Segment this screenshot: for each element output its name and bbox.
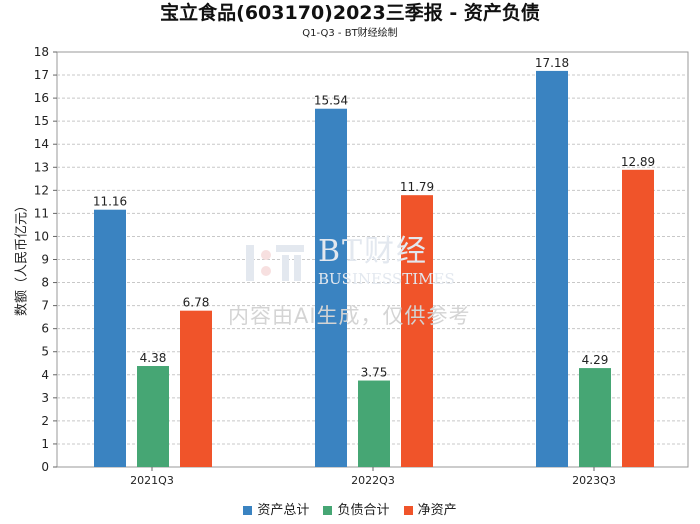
- data-label: 6.78: [183, 296, 210, 310]
- watermark-notice: 内容由AI生成，仅供参考: [228, 304, 471, 328]
- watermark-brand-en: BUSINESSTIMES: [318, 270, 455, 288]
- data-label: 17.18: [535, 56, 569, 70]
- legend-swatch: [403, 506, 413, 515]
- y-tick-label: 17: [34, 68, 49, 82]
- bar-2-2021Q3: [180, 310, 212, 467]
- legend-item-liabilities[interactable]: 负债合计: [323, 503, 390, 518]
- y-tick-label: 14: [34, 137, 49, 151]
- data-label: 15.54: [314, 94, 348, 108]
- y-tick-label: 7: [41, 299, 49, 313]
- bar-1-2023Q3: [579, 368, 611, 467]
- data-label: 11.16: [93, 195, 127, 209]
- y-tick-label: 11: [34, 206, 49, 220]
- bar-2-2023Q3: [622, 169, 654, 467]
- bar-1-2022Q3: [358, 380, 390, 467]
- x-tick-label: 2021Q3: [130, 474, 174, 487]
- data-label: 4.38: [140, 351, 167, 365]
- y-tick-label: 9: [41, 253, 49, 267]
- legend-item-net-assets[interactable]: 净资产: [403, 503, 457, 518]
- x-tick-label: 2022Q3: [351, 474, 395, 487]
- y-tick-label: 8: [41, 276, 49, 290]
- bar-0-2021Q3: [94, 209, 126, 467]
- y-tick-label: 6: [41, 322, 49, 336]
- bar-0-2023Q3: [536, 70, 568, 468]
- y-tick-label: 18: [34, 45, 49, 59]
- y-tick-label: 4: [41, 368, 49, 382]
- x-tick-label: 2023Q3: [572, 474, 616, 487]
- legend-swatch: [243, 506, 253, 515]
- data-label: 11.79: [400, 180, 434, 194]
- y-tick-label: 3: [41, 391, 49, 405]
- data-label: 3.75: [361, 366, 388, 380]
- y-tick-label: 12: [34, 183, 49, 197]
- y-tick-label: 1: [41, 437, 49, 451]
- legend: 资产总计 负债合计 净资产: [0, 503, 700, 519]
- bar-1-2021Q3: [137, 366, 169, 467]
- y-tick-label: 15: [34, 114, 49, 128]
- y-tick-label: 0: [41, 460, 49, 474]
- data-label: 12.89: [621, 155, 655, 169]
- chart-subtitle: Q1-Q3 - BT财经绘制: [302, 28, 398, 39]
- y-tick-label: 16: [34, 91, 49, 105]
- y-tick-label: 2: [41, 414, 49, 428]
- y-tick-label: 5: [41, 345, 49, 359]
- bar-2-2022Q3: [401, 195, 433, 468]
- watermark-logo: [246, 245, 304, 281]
- bar-0-2022Q3: [315, 108, 347, 467]
- legend-swatch: [323, 506, 333, 515]
- y-tick-label: 13: [34, 160, 49, 174]
- y-tick-label: 10: [34, 229, 49, 243]
- legend-label: 净资产: [417, 503, 457, 518]
- legend-label: 资产总计: [257, 503, 310, 518]
- watermark-brand: BT财经: [318, 234, 429, 269]
- chart-title: 宝立食品(603170)2023三季报 - 资产负债: [160, 2, 540, 24]
- legend-label: 负债合计: [337, 503, 390, 518]
- legend-item-assets[interactable]: 资产总计: [243, 503, 309, 518]
- data-label: 4.29: [582, 353, 609, 367]
